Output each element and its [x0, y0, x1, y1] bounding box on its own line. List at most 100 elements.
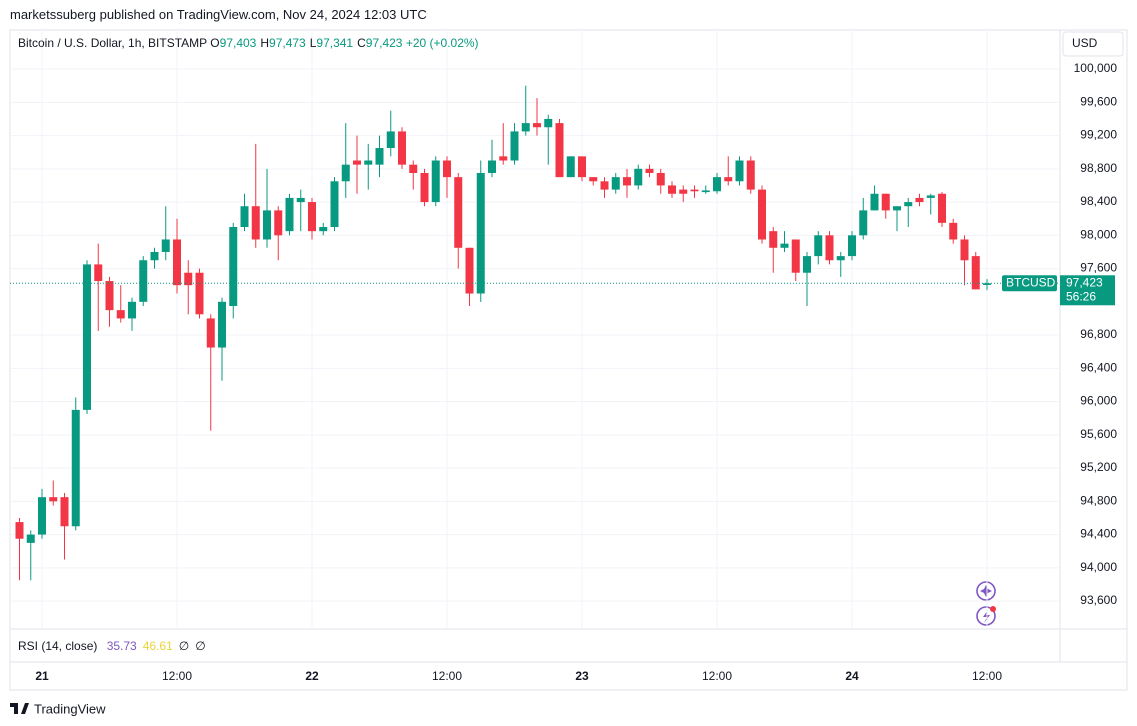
x-tick-label: 24	[845, 669, 859, 683]
candle-body	[330, 181, 339, 228]
candle-body	[274, 210, 283, 236]
candle-body	[701, 190, 710, 193]
candle-body	[803, 256, 811, 273]
x-tick-label: 12:00	[162, 669, 192, 683]
ai-icon-star	[980, 585, 992, 597]
candle-body	[971, 256, 980, 290]
candle-body	[364, 160, 373, 165]
ohlc-value: 97,423	[365, 36, 403, 50]
y-tick-label: 93,600	[1080, 593, 1117, 607]
rsi-value: ∅	[195, 639, 206, 653]
candle-body	[814, 235, 823, 257]
candle-body	[71, 409, 80, 527]
flash-icon[interactable]	[976, 606, 996, 626]
candle-body	[49, 497, 58, 502]
candle-body	[465, 247, 474, 294]
y-tick-label: 96,000	[1080, 394, 1117, 408]
candle-body	[555, 123, 564, 178]
candle-body	[510, 131, 519, 161]
y-tick-label: 96,800	[1080, 327, 1117, 341]
logo-mark	[10, 703, 29, 714]
y-tick-label: 95,600	[1080, 427, 1117, 441]
candle-body	[724, 177, 733, 182]
candle-body	[476, 172, 485, 294]
candle-body	[499, 156, 508, 161]
grid	[10, 30, 1060, 629]
candle-body	[218, 301, 226, 348]
candle-body	[308, 202, 316, 232]
candle-body	[735, 160, 744, 182]
candle-body	[139, 260, 148, 302]
ohlc-key: H	[260, 36, 270, 50]
price-label: 97,423	[1066, 275, 1103, 289]
candle-body	[825, 235, 834, 261]
candle-body	[38, 497, 46, 535]
candle-body	[251, 206, 260, 240]
candle-body	[566, 156, 575, 178]
ohlc-values: O97,403 H97,473 L97,341 C97,423	[210, 36, 402, 50]
y-tick-label: 98,400	[1080, 194, 1117, 208]
x-tick-label: 23	[575, 669, 589, 683]
candle-body	[431, 160, 440, 203]
candle-body	[386, 131, 395, 149]
candle-body	[94, 264, 103, 282]
y-tick-label: 99,600	[1080, 94, 1117, 108]
candle-body	[623, 177, 631, 186]
candle-body	[150, 251, 159, 261]
candle-body	[870, 193, 879, 211]
candle-body	[589, 177, 598, 182]
candle-body	[904, 202, 913, 207]
candle-body	[375, 148, 384, 165]
candle-body	[128, 301, 136, 319]
candle-body	[938, 193, 946, 223]
published-line: marketssuberg published on TradingView.c…	[10, 7, 427, 22]
y-tick-label: 98,800	[1080, 161, 1117, 175]
y-tick-label: 99,200	[1080, 128, 1117, 142]
rsi-values: 35.73 46.61 ∅ ∅	[101, 639, 206, 653]
legend: Bitcoin / U.S. Dollar, 1h, BITSTAMP O97,…	[18, 36, 479, 50]
candle-body	[488, 160, 496, 173]
ohlc-value: 97,473	[269, 36, 306, 50]
candle-body	[184, 272, 193, 286]
candle-body	[173, 239, 181, 286]
candle-body	[105, 281, 114, 311]
y-tick-label: 95,200	[1080, 460, 1117, 474]
candle-body	[960, 239, 969, 261]
y-tick-label: 94,000	[1080, 560, 1117, 574]
candle-body	[656, 172, 665, 186]
price-box	[1060, 275, 1115, 306]
candle-body	[206, 318, 215, 348]
candle-body	[533, 123, 541, 128]
rsi-value: 35.73	[106, 639, 137, 653]
candle-body	[443, 160, 451, 178]
candle-body	[353, 160, 361, 165]
candle-body	[848, 235, 856, 257]
footer-text: TradingView	[34, 701, 106, 716]
currency-button[interactable]	[1062, 31, 1124, 57]
candle-body	[645, 168, 654, 173]
candle-body	[285, 197, 294, 232]
candle-body	[15, 522, 24, 539]
candle-body	[398, 131, 406, 165]
candle-body	[746, 160, 755, 190]
candle-body	[26, 534, 35, 543]
candle-body	[296, 197, 305, 203]
ai-icon[interactable]	[976, 581, 996, 601]
candle-body	[83, 264, 91, 410]
flash-icon-dot	[990, 606, 996, 612]
y-tick-label: 97,600	[1080, 261, 1117, 275]
candle-body	[893, 206, 901, 211]
countdown-label: 56:26	[1066, 289, 1096, 303]
candle-body	[60, 497, 69, 527]
x-tick-label: 12:00	[432, 669, 462, 683]
candle-body	[263, 210, 271, 240]
symbol-label: BTCUSD	[1006, 275, 1056, 289]
candle-body	[915, 197, 924, 203]
candle-body	[949, 222, 958, 240]
ohlc-value: 97,403	[219, 36, 257, 50]
symbol-title: Bitcoin / U.S. Dollar, 1h, BITSTAMP	[18, 36, 207, 50]
candles	[15, 85, 991, 581]
ohlc-key: C	[357, 36, 366, 50]
